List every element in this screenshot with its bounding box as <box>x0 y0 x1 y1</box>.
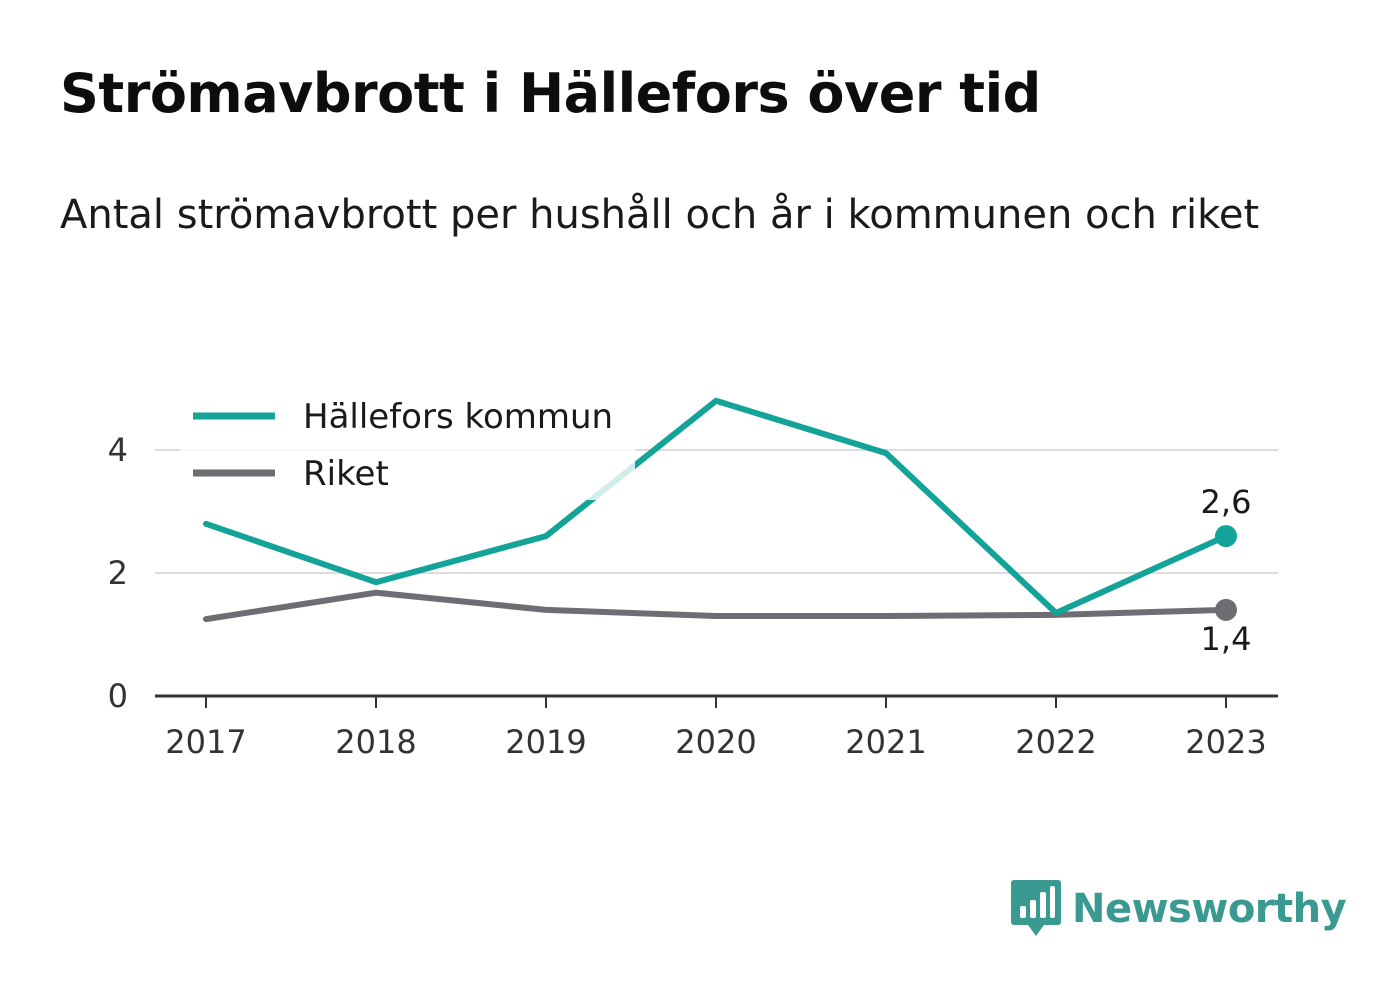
y-tick-label: 2 <box>108 554 128 592</box>
chart-subtitle: Antal strömavbrott per hushåll och år i … <box>60 192 1260 238</box>
x-tick-label: 2021 <box>845 723 926 761</box>
brand-name: Newsworthy <box>1072 886 1347 932</box>
x-tick-label: 2023 <box>1185 723 1266 761</box>
legend-label: Hällefors kommun <box>303 397 613 437</box>
end-value-label: 2,6 <box>1201 483 1252 521</box>
end-point-marker <box>1215 525 1237 548</box>
x-tick-label: 2019 <box>505 723 586 761</box>
newsworthy-logo-icon <box>1011 880 1061 936</box>
x-tick-label: 2022 <box>1015 723 1096 761</box>
end-point-marker <box>1215 598 1237 621</box>
x-tick-label: 2020 <box>675 723 756 761</box>
y-tick-label: 0 <box>108 677 128 715</box>
legend-label: Riket <box>303 454 389 494</box>
chart-title: Strömavbrott i Hällefors över tid <box>60 62 1041 125</box>
x-tick-label: 2018 <box>335 723 416 761</box>
x-tick-label: 2017 <box>165 723 246 761</box>
series-line-hallefors <box>203 397 1229 616</box>
legend-background <box>180 385 635 500</box>
end-value-label: 1,4 <box>1201 620 1252 658</box>
newsworthy-logo: Newsworthy <box>1010 878 1347 940</box>
y-tick-label: 4 <box>108 431 128 469</box>
